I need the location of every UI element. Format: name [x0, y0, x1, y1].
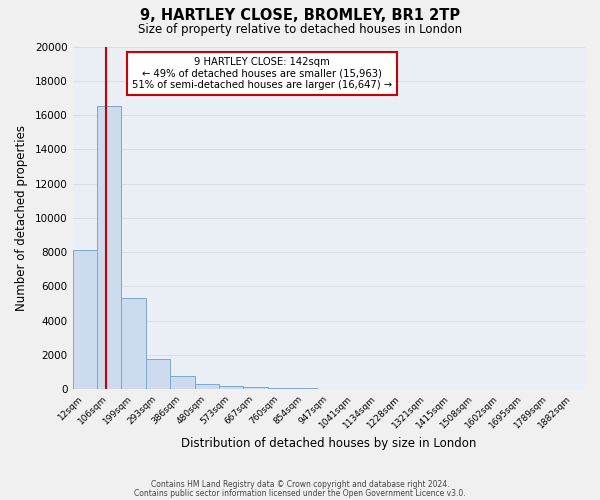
Text: Contains public sector information licensed under the Open Government Licence v3: Contains public sector information licen…	[134, 489, 466, 498]
Bar	[146, 359, 170, 389]
Text: Size of property relative to detached houses in London: Size of property relative to detached ho…	[138, 22, 462, 36]
Text: Contains HM Land Registry data © Crown copyright and database right 2024.: Contains HM Land Registry data © Crown c…	[151, 480, 449, 489]
Bar	[121, 298, 146, 389]
Bar	[219, 386, 244, 389]
Bar	[268, 388, 292, 389]
Bar	[97, 106, 121, 389]
Text: 9 HARTLEY CLOSE: 142sqm
← 49% of detached houses are smaller (15,963)
51% of sem: 9 HARTLEY CLOSE: 142sqm ← 49% of detache…	[132, 57, 392, 90]
Y-axis label: Number of detached properties: Number of detached properties	[15, 125, 28, 311]
X-axis label: Distribution of detached houses by size in London: Distribution of detached houses by size …	[181, 437, 476, 450]
Bar	[194, 384, 219, 389]
Bar	[170, 376, 194, 389]
Bar	[244, 388, 268, 389]
Bar	[292, 388, 317, 389]
Text: 9, HARTLEY CLOSE, BROMLEY, BR1 2TP: 9, HARTLEY CLOSE, BROMLEY, BR1 2TP	[140, 8, 460, 22]
Bar	[73, 250, 97, 389]
